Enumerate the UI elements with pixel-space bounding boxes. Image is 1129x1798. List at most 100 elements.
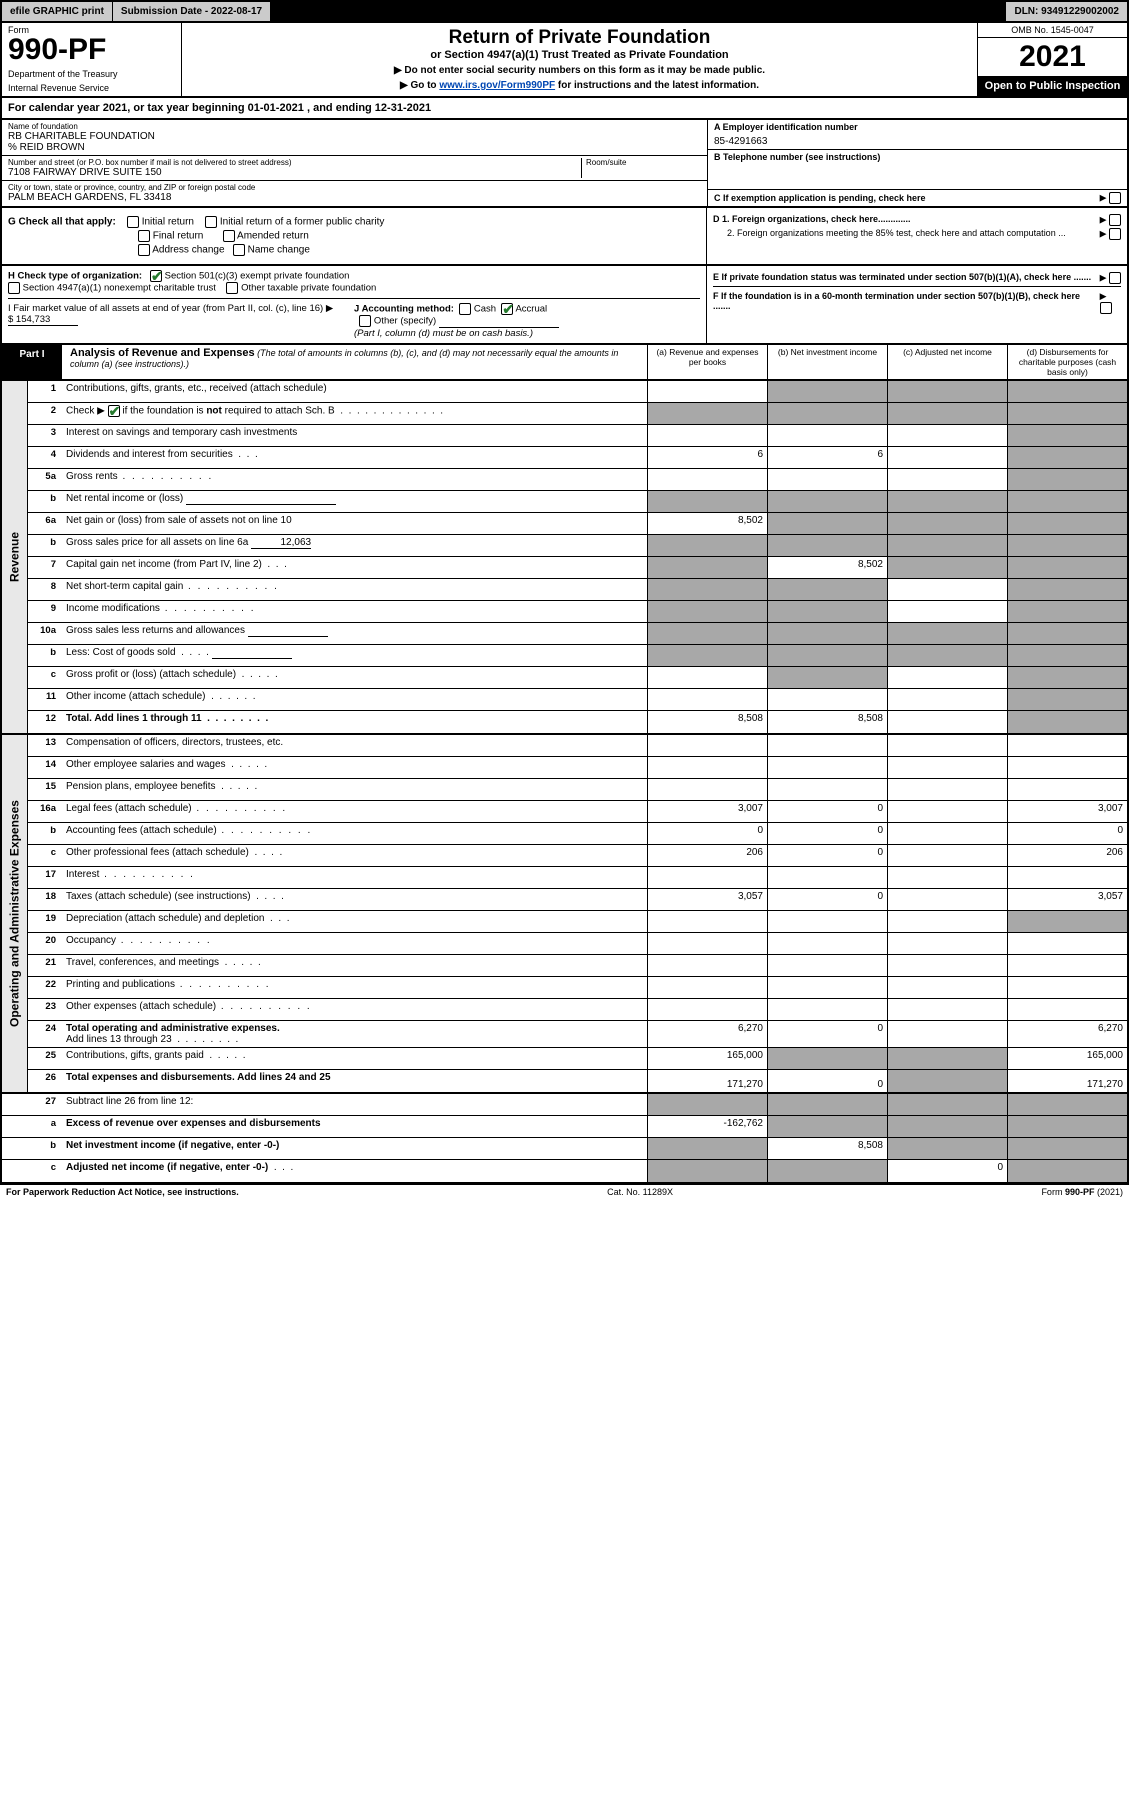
j-accrual: Accrual [515, 304, 547, 315]
col-d-head: (d) Disbursements for charitable purpose… [1007, 345, 1127, 379]
hij-section: H Check type of organization: Section 50… [0, 266, 1129, 345]
row-8: Net short-term capital gain [62, 579, 647, 600]
checkbox-accrual[interactable] [501, 303, 513, 315]
footer-left: For Paperwork Reduction Act Notice, see … [6, 1187, 239, 1197]
checkbox-4947[interactable] [8, 282, 20, 294]
checkbox-initial-former[interactable] [205, 216, 217, 228]
row-27b: Net investment income (if negative, ente… [62, 1138, 647, 1159]
part1-title: Analysis of Revenue and Expenses [70, 347, 255, 359]
efile-label[interactable]: efile GRAPHIC print [2, 2, 113, 21]
city: PALM BEACH GARDENS, FL 33418 [8, 192, 701, 203]
e-row: E If private foundation status was termi… [713, 270, 1121, 287]
expenses-side: Operating and Administrative Expenses [2, 735, 28, 1092]
checkbox-e[interactable] [1109, 272, 1121, 284]
col-b-head: (b) Net investment income [767, 345, 887, 379]
checkbox-schb[interactable] [108, 405, 120, 417]
row-10c: Gross profit or (loss) (attach schedule)… [62, 667, 647, 688]
j-label: J Accounting method: [354, 304, 454, 315]
h-opt2: Section 4947(a)(1) nonexempt charitable … [23, 283, 216, 294]
f-row: F If the foundation is in a 60-month ter… [713, 291, 1121, 314]
row-27a: Excess of revenue over expenses and disb… [62, 1116, 647, 1137]
d1: D 1. Foreign organizations, check here..… [713, 214, 911, 226]
row-18: Taxes (attach schedule) (see instruction… [62, 889, 647, 910]
r26a: 171,270 [647, 1070, 767, 1092]
row-16c: Other professional fees (attach schedule… [62, 845, 647, 866]
row-20: Occupancy [62, 933, 647, 954]
row-2: Check ▶ if the foundation is not require… [62, 403, 647, 424]
d1-row: D 1. Foreign organizations, check here..… [713, 214, 1121, 226]
checkbox-final[interactable] [138, 230, 150, 242]
part1-desc: Analysis of Revenue and Expenses (The to… [62, 345, 647, 379]
row-15: Pension plans, employee benefits . . . .… [62, 779, 647, 800]
r24b: 0 [767, 1021, 887, 1047]
d2: 2. Foreign organizations meeting the 85%… [713, 228, 1066, 240]
ein-cell: A Employer identification number 85-4291… [708, 120, 1127, 150]
row-5a: Gross rents [62, 469, 647, 490]
row-6a: Net gain or (loss) from sale of assets n… [62, 513, 647, 534]
r16ca: 206 [647, 845, 767, 866]
col-c-head: (c) Adjusted net income [887, 345, 1007, 379]
form-header: Form 990-PF Department of the Treasury I… [0, 23, 1129, 98]
checkbox-d1[interactable] [1109, 214, 1121, 226]
spacer [271, 2, 1006, 21]
j-block: J Accounting method: Cash Accrual Other … [354, 303, 700, 339]
g-row3: Address change Name change [8, 244, 700, 256]
checkbox-initial[interactable] [127, 216, 139, 228]
r7b: 8,502 [767, 557, 887, 578]
checkbox-addr-change[interactable] [138, 244, 150, 256]
revenue-side: Revenue [2, 381, 28, 733]
row-27c: Adjusted net income (if negative, enter … [62, 1160, 647, 1182]
r18d: 3,057 [1007, 889, 1127, 910]
row-11: Other income (attach schedule) . . . . .… [62, 689, 647, 710]
row-24: Total operating and administrative expen… [62, 1021, 647, 1047]
r16bd: 0 [1007, 823, 1127, 844]
g-label: G Check all that apply: [8, 217, 116, 228]
row-13: Compensation of officers, directors, tru… [62, 735, 647, 756]
checkbox-name-change[interactable] [233, 244, 245, 256]
ein: 85-4291663 [714, 136, 1121, 147]
form-number: 990-PF [8, 35, 175, 65]
checkbox-amended[interactable] [223, 230, 235, 242]
r27a: -162,762 [647, 1116, 767, 1137]
omb: OMB No. 1545-0047 [978, 23, 1127, 38]
info-grid: Name of foundation RB CHARITABLE FOUNDAT… [0, 120, 1129, 208]
row-9: Income modifications [62, 601, 647, 622]
r18b: 0 [767, 889, 887, 910]
checkbox-other-tax[interactable] [226, 282, 238, 294]
row-14: Other employee salaries and wages . . . … [62, 757, 647, 778]
g-name-change: Name change [248, 245, 310, 256]
c-label: C If exemption application is pending, c… [714, 193, 926, 203]
checkbox-other-method[interactable] [359, 315, 371, 327]
r24d: 6,270 [1007, 1021, 1127, 1047]
g-section: G Check all that apply: Initial return I… [0, 208, 1129, 266]
checkbox-d2[interactable] [1109, 228, 1121, 240]
row-10b: Less: Cost of goods sold . . . . [62, 645, 647, 666]
r16ab: 0 [767, 801, 887, 822]
row-12: Total. Add lines 1 through 11 . . . . . … [62, 711, 647, 733]
tax-year: 2021 [978, 38, 1127, 76]
e-label: E If private foundation status was termi… [713, 272, 1091, 284]
part1-header: Part I Analysis of Revenue and Expenses … [0, 345, 1129, 381]
h-opt1: Section 501(c)(3) exempt private foundat… [165, 271, 350, 282]
g-right: D 1. Foreign organizations, check here..… [707, 208, 1127, 264]
checkbox-cash[interactable] [459, 303, 471, 315]
j-other: Other (specify) [374, 316, 436, 327]
checkbox-f[interactable] [1100, 302, 1112, 314]
dept: Department of the Treasury [8, 69, 175, 79]
dln: DLN: 93491229002002 [1006, 2, 1127, 21]
r16ba: 0 [647, 823, 767, 844]
foundation-name: RB CHARITABLE FOUNDATION [8, 131, 701, 142]
revenue-table: Revenue 1Contributions, gifts, grants, e… [0, 381, 1129, 735]
c-cell: C If exemption application is pending, c… [708, 190, 1127, 206]
checkbox-c[interactable] [1109, 192, 1121, 204]
irs-link[interactable]: www.irs.gov/Form990PF [439, 80, 555, 91]
phone-cell: B Telephone number (see instructions) [708, 150, 1127, 190]
row-22: Printing and publications [62, 977, 647, 998]
r16bb: 0 [767, 823, 887, 844]
note1: ▶ Do not enter social security numbers o… [192, 65, 967, 76]
ein-label: A Employer identification number [714, 122, 1121, 132]
r12b: 8,508 [767, 711, 887, 733]
form-subtitle: or Section 4947(a)(1) Trust Treated as P… [192, 49, 967, 61]
checkbox-501c3[interactable] [150, 270, 162, 282]
footer-mid: Cat. No. 11289X [607, 1187, 673, 1197]
